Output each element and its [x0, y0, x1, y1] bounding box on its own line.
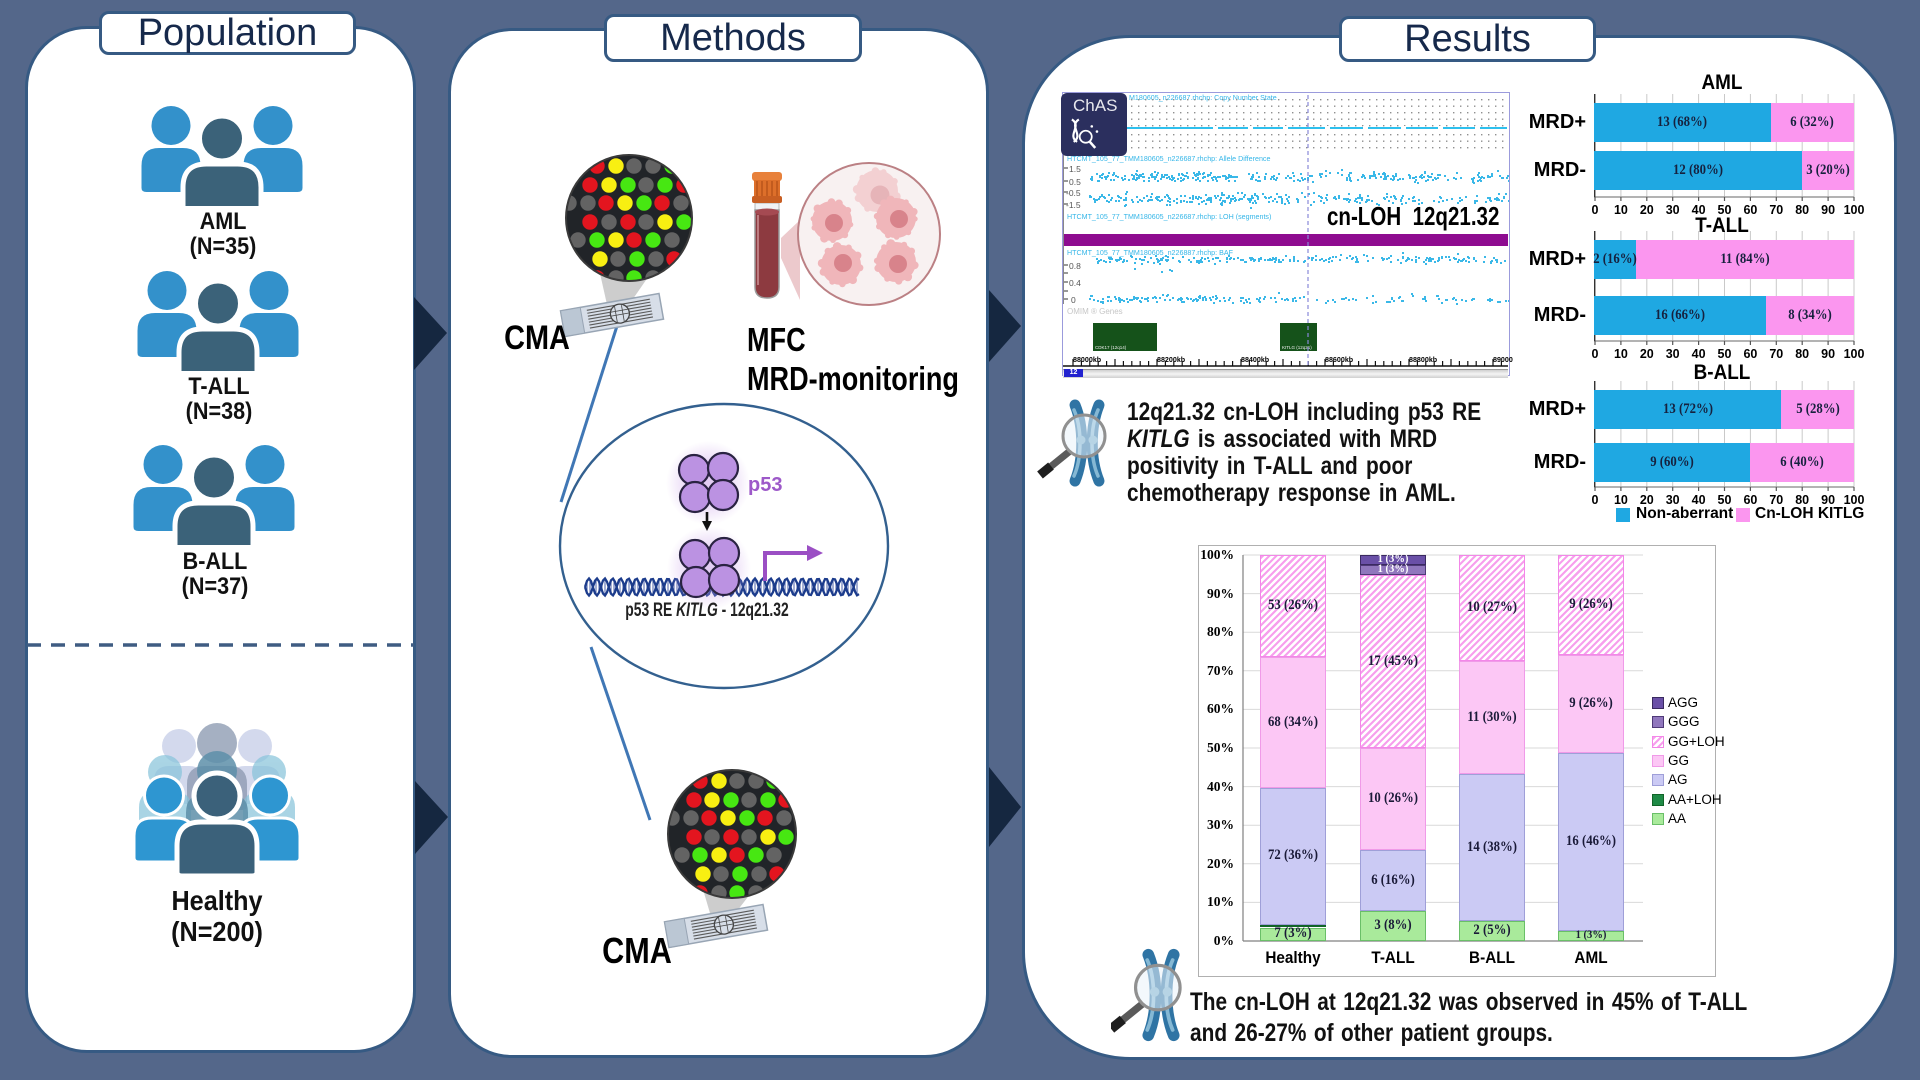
svg-text:p53: p53 [748, 474, 782, 496]
